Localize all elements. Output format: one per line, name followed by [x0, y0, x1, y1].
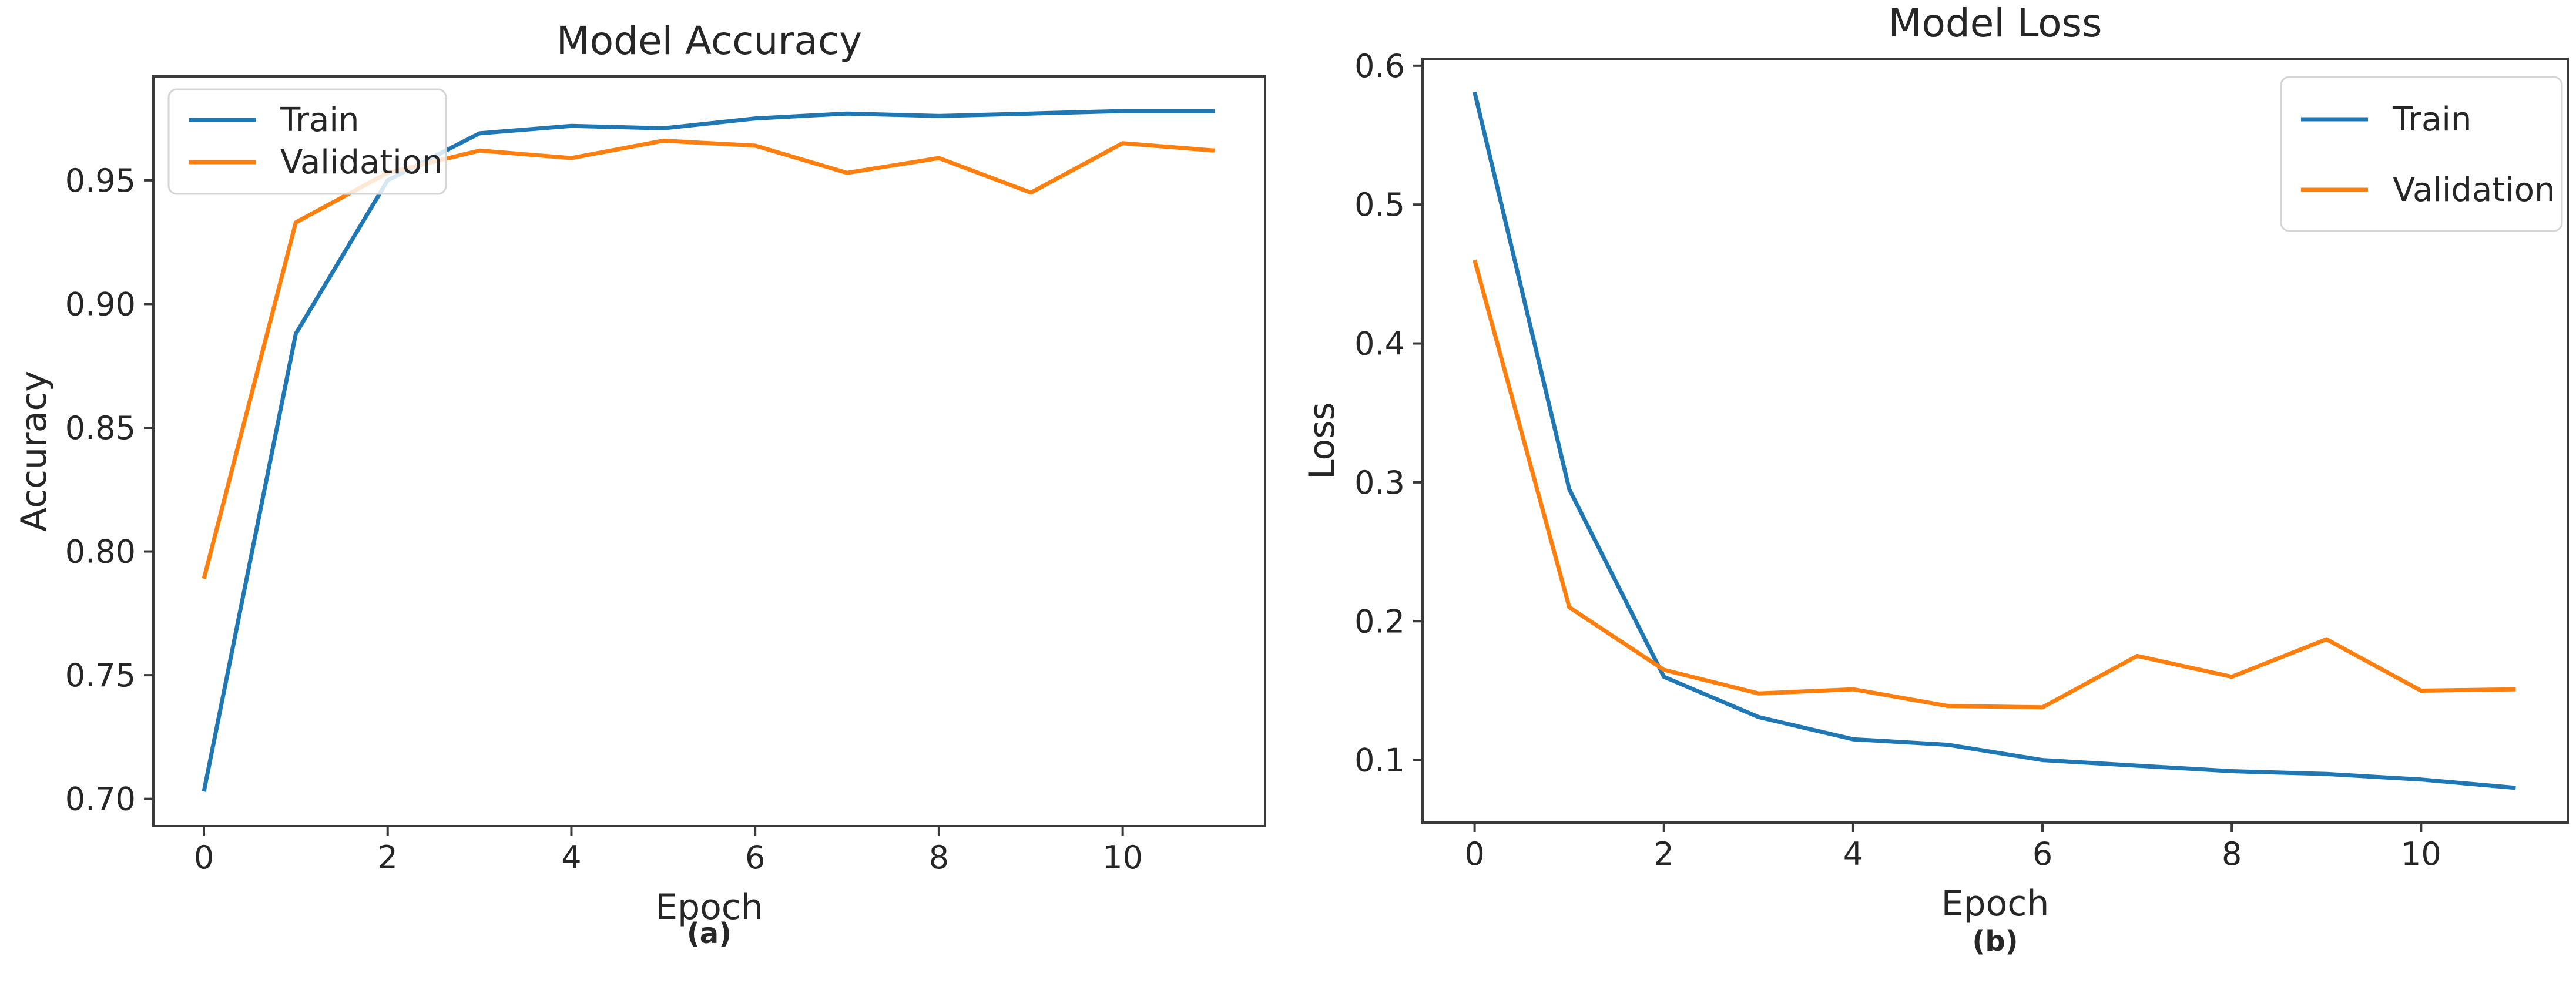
y-axis-label: Loss [1302, 402, 1343, 479]
series-line-validation [1473, 259, 2516, 710]
panel-accuracy: Model Accuracy 0 2 4 6 8 10 0.70 0.75 0.80 0.85 0.9… [14, 18, 1266, 950]
legend-label: Validation [280, 143, 443, 182]
accuracy-chart: Model Accuracy 0 2 4 6 8 10 0.70 0.75 0.80 0.85 0.9… [14, 18, 1266, 950]
panel-loss: Model Loss 0 2 4 6 8 10 0.1 0.2 0.3 0.4 0.5 0.6 Epoch… [1288, 0, 2576, 983]
x-tick-label: 8 [929, 839, 949, 876]
legend-label: Train [2392, 100, 2471, 139]
series-line-train [1473, 91, 2516, 790]
legend-label: Train [280, 101, 359, 139]
y-tick-label: 0.70 [65, 781, 136, 818]
x-tick-label: 4 [1843, 836, 1863, 873]
y-tick-label: 0.75 [65, 657, 136, 694]
y-tick-label: 0.2 [1354, 603, 1405, 640]
x-tick-label: 0 [194, 839, 214, 876]
chart-title: Model Loss [1889, 1, 2102, 46]
x-tick-label: 2 [1654, 836, 1674, 873]
plot-spines [1421, 58, 2569, 824]
x-tick-label: 4 [561, 839, 581, 876]
y-tick-label: 0.90 [65, 286, 136, 323]
y-tick-label: 0.5 [1354, 186, 1405, 223]
y-tick-label: 0.1 [1354, 742, 1405, 779]
chart-title: Model Accuracy [556, 18, 862, 63]
x-tick-label: 6 [2032, 836, 2052, 873]
y-tick-label: 0.6 [1354, 48, 1405, 85]
y-tick-label: 0.4 [1354, 326, 1405, 363]
legend-box [167, 88, 447, 195]
legend-box [2280, 76, 2563, 232]
x-tick-label: 10 [1102, 839, 1143, 876]
x-tick-label: 10 [2401, 836, 2441, 873]
y-axis-label: Accuracy [14, 371, 55, 532]
x-axis-label: Epoch [1941, 883, 2050, 924]
series-line-validation [202, 139, 1215, 579]
series-line-train [202, 109, 1215, 792]
x-tick-label: 2 [378, 839, 398, 876]
loss-chart: Model Loss 0 2 4 6 8 10 0.1 0.2 0.3 0.4 0.5 0.6 Epoch… [1302, 1, 2569, 958]
x-axis-label: Epoch [655, 887, 763, 928]
plot-spines [152, 75, 1266, 827]
legend-label: Validation [2393, 171, 2555, 209]
y-tick-label: 0.3 [1354, 464, 1405, 501]
y-tick-label: 0.95 [65, 162, 136, 199]
y-tick-label: 0.85 [65, 410, 136, 447]
y-tick-label: 0.80 [65, 534, 136, 571]
panel-caption: (a) [687, 917, 732, 950]
x-tick-label: 8 [2222, 836, 2242, 873]
panel-caption: (b) [1972, 925, 2018, 958]
x-tick-label: 6 [745, 839, 765, 876]
x-tick-label: 0 [1464, 836, 1484, 873]
